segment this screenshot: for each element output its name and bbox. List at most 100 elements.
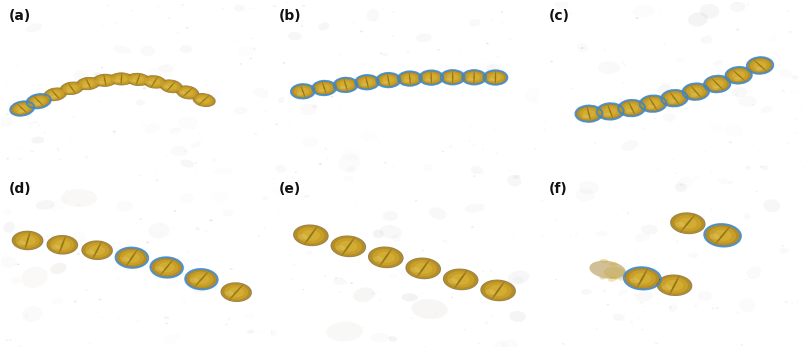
Ellipse shape xyxy=(39,125,40,126)
Ellipse shape xyxy=(339,86,345,89)
Ellipse shape xyxy=(93,74,117,87)
Ellipse shape xyxy=(239,63,242,65)
Ellipse shape xyxy=(730,2,746,12)
Ellipse shape xyxy=(44,132,45,133)
Ellipse shape xyxy=(623,208,624,209)
Ellipse shape xyxy=(731,69,743,79)
Ellipse shape xyxy=(446,78,452,81)
Ellipse shape xyxy=(448,278,458,284)
Ellipse shape xyxy=(731,87,748,97)
Ellipse shape xyxy=(658,84,671,92)
Ellipse shape xyxy=(304,84,307,86)
Ellipse shape xyxy=(576,106,602,121)
Ellipse shape xyxy=(110,73,133,85)
Ellipse shape xyxy=(190,278,199,283)
Ellipse shape xyxy=(339,54,341,55)
Ellipse shape xyxy=(184,150,186,152)
Ellipse shape xyxy=(609,262,618,266)
Ellipse shape xyxy=(424,78,430,82)
Ellipse shape xyxy=(73,116,75,118)
Ellipse shape xyxy=(751,59,769,72)
Ellipse shape xyxy=(159,80,183,93)
Ellipse shape xyxy=(139,160,140,161)
Ellipse shape xyxy=(608,105,612,118)
Ellipse shape xyxy=(435,313,437,314)
Ellipse shape xyxy=(343,239,354,254)
Ellipse shape xyxy=(789,31,791,32)
Ellipse shape xyxy=(316,83,333,93)
Ellipse shape xyxy=(319,22,329,30)
Ellipse shape xyxy=(455,272,466,287)
Ellipse shape xyxy=(142,75,167,89)
Ellipse shape xyxy=(117,248,146,267)
Text: (a): (a) xyxy=(9,9,31,23)
Ellipse shape xyxy=(681,216,694,231)
Ellipse shape xyxy=(295,7,297,9)
Ellipse shape xyxy=(626,268,659,288)
Ellipse shape xyxy=(225,291,234,296)
Ellipse shape xyxy=(324,276,326,277)
Ellipse shape xyxy=(642,329,644,331)
Ellipse shape xyxy=(486,43,489,44)
Ellipse shape xyxy=(711,307,714,309)
Ellipse shape xyxy=(633,273,651,284)
Ellipse shape xyxy=(116,200,133,212)
Ellipse shape xyxy=(756,67,762,72)
Ellipse shape xyxy=(587,107,591,120)
Ellipse shape xyxy=(60,82,84,95)
Ellipse shape xyxy=(101,67,103,68)
Ellipse shape xyxy=(555,219,557,221)
Ellipse shape xyxy=(300,84,304,95)
Ellipse shape xyxy=(0,117,13,127)
Ellipse shape xyxy=(683,214,696,229)
Ellipse shape xyxy=(78,205,79,206)
Ellipse shape xyxy=(121,91,123,92)
Ellipse shape xyxy=(472,144,477,146)
Ellipse shape xyxy=(136,74,140,84)
Ellipse shape xyxy=(324,228,326,229)
Ellipse shape xyxy=(69,84,75,93)
Ellipse shape xyxy=(468,140,470,141)
Ellipse shape xyxy=(679,218,697,229)
Ellipse shape xyxy=(278,97,285,103)
Ellipse shape xyxy=(739,96,756,107)
Ellipse shape xyxy=(94,74,116,87)
Ellipse shape xyxy=(196,171,197,172)
Ellipse shape xyxy=(262,196,269,200)
Ellipse shape xyxy=(718,226,731,241)
Ellipse shape xyxy=(319,84,330,91)
Ellipse shape xyxy=(303,195,309,198)
Ellipse shape xyxy=(21,267,48,288)
Ellipse shape xyxy=(263,227,265,229)
Ellipse shape xyxy=(692,238,693,239)
Ellipse shape xyxy=(81,240,113,260)
Ellipse shape xyxy=(324,148,328,150)
Ellipse shape xyxy=(634,294,637,296)
Ellipse shape xyxy=(486,64,504,77)
Ellipse shape xyxy=(166,83,174,92)
Ellipse shape xyxy=(493,283,504,298)
Ellipse shape xyxy=(365,75,368,86)
Ellipse shape xyxy=(434,69,437,71)
Ellipse shape xyxy=(482,270,485,272)
Ellipse shape xyxy=(378,270,379,271)
Ellipse shape xyxy=(388,337,391,339)
Ellipse shape xyxy=(195,162,197,164)
Ellipse shape xyxy=(693,88,701,98)
Ellipse shape xyxy=(231,284,244,297)
Ellipse shape xyxy=(100,292,103,294)
Ellipse shape xyxy=(44,88,67,101)
Ellipse shape xyxy=(372,249,400,266)
Ellipse shape xyxy=(139,218,142,220)
Ellipse shape xyxy=(95,75,114,85)
Ellipse shape xyxy=(312,105,317,108)
Ellipse shape xyxy=(429,208,447,220)
Ellipse shape xyxy=(273,5,276,7)
Ellipse shape xyxy=(591,203,593,205)
Ellipse shape xyxy=(473,72,475,83)
Ellipse shape xyxy=(252,8,254,9)
Ellipse shape xyxy=(152,76,159,85)
Ellipse shape xyxy=(485,282,511,299)
Ellipse shape xyxy=(122,296,124,297)
Ellipse shape xyxy=(378,74,399,87)
